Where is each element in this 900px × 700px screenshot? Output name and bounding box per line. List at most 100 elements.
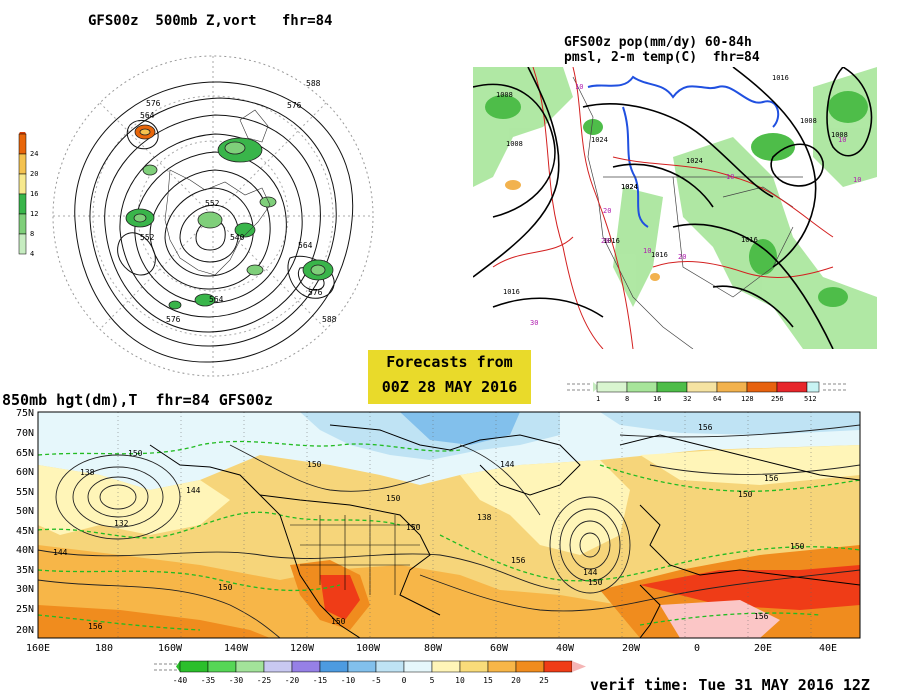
- cbar-swatch: [18, 153, 27, 175]
- cbar-swatch: [18, 233, 27, 255]
- verif-time: verif time: Tue 31 MAY 2016 12Z: [590, 676, 870, 694]
- temp-label: 10: [643, 247, 651, 255]
- height-label: 150: [790, 542, 805, 551]
- isobar-label: 1024: [621, 183, 638, 191]
- tbar-label: 10: [455, 676, 465, 685]
- pbar-label: 512: [804, 395, 817, 403]
- pbar-label: 256: [771, 395, 784, 403]
- lat-label: 70N: [16, 428, 34, 439]
- cbar-label: 4: [30, 250, 34, 258]
- lon-label: 160W: [158, 643, 183, 654]
- precip-map-title-line2: pmsl, 2-m temp(C) fhr=84: [564, 50, 760, 65]
- pbar-label: 32: [683, 395, 691, 403]
- tbar-swatch: [431, 660, 461, 673]
- isobar-label: 1016: [603, 237, 620, 245]
- tbar-swatch: [347, 660, 377, 673]
- tbar-label: 20: [511, 676, 521, 685]
- pbar-label: 128: [741, 395, 754, 403]
- tbar-swatch: [375, 660, 405, 673]
- pbar-swatch: [626, 381, 658, 393]
- cbar-label: 20: [30, 170, 38, 178]
- height-label: 150: [128, 449, 143, 458]
- lat-label: 25N: [16, 604, 34, 615]
- height-label: 144: [186, 486, 201, 495]
- height-label: 150: [588, 578, 603, 587]
- tbar-label: 0: [402, 676, 407, 685]
- cbar-swatch: [18, 173, 27, 195]
- tbar-label: 5: [430, 676, 435, 685]
- isobar-label: 1016: [503, 288, 520, 296]
- isobar-label: 1008: [496, 91, 513, 99]
- height-label: 150: [738, 490, 753, 499]
- lon-label: 160E: [26, 643, 50, 654]
- lon-label: 40W: [556, 643, 575, 654]
- tbar-swatch: [543, 660, 573, 673]
- isobar-label: 1008: [831, 131, 848, 139]
- precip-colorbar: 1 8 16 32 64 128 256 512: [567, 381, 847, 403]
- tbar-swatch: [291, 660, 321, 673]
- temp-label: 10: [838, 136, 846, 144]
- lat-label: 50N: [16, 506, 34, 517]
- isobar-label: 1016: [741, 236, 758, 244]
- temp-label: 10: [853, 176, 861, 184]
- cbar-label: 8: [30, 230, 34, 238]
- tbar-label: 15: [483, 676, 493, 685]
- precip-map-title-line1: GFS00z pop(mm/dy) 60-84h: [564, 35, 752, 50]
- lat-label: 75N: [16, 408, 34, 419]
- tbar-swatch: [235, 660, 265, 673]
- lon-label: 20E: [754, 643, 772, 654]
- tbar-swatch: [179, 660, 209, 673]
- height-label: 144: [583, 568, 598, 577]
- forecast-banner: Forecasts from 00Z 28 MAY 2016: [368, 350, 531, 404]
- tbar-swatch: [403, 660, 433, 673]
- isobar-label: 1016: [651, 251, 668, 259]
- tbar-label: -25: [257, 676, 272, 685]
- tbar-label: -5: [371, 676, 381, 685]
- height-label: 156: [698, 423, 713, 432]
- pbar-swatch: [716, 381, 748, 393]
- temp-label: 30: [530, 319, 538, 327]
- lon-label: 180: [95, 643, 113, 654]
- temp-label: 20: [601, 237, 609, 245]
- tbar-label: 25: [539, 676, 549, 685]
- height-label: 156: [754, 612, 769, 621]
- lon-label: 60W: [490, 643, 509, 654]
- tbar-swatch: [263, 660, 293, 673]
- lat-label: 20N: [16, 625, 34, 636]
- cbar-swatch: [18, 133, 27, 155]
- lon-label: 140W: [224, 643, 249, 654]
- lat-label: 35N: [16, 565, 34, 576]
- pbar-label: 8: [625, 395, 629, 403]
- pbar-swatch: [806, 381, 820, 393]
- height-label: 156: [88, 622, 103, 631]
- tbar-label: -20: [285, 676, 300, 685]
- tbar-swatch: [487, 660, 517, 673]
- cbar-swatch: [18, 213, 27, 235]
- height-label: 150: [406, 523, 421, 532]
- 850mb-map-title: 850mb hgt(dm),T fhr=84 GFS00z: [2, 391, 273, 409]
- tbar-label: -40: [173, 676, 188, 685]
- precip-pressure-map: 1008 1008 1024 1024 1024 1016 1008 1016 …: [473, 67, 877, 349]
- lat-label: 55N: [16, 487, 34, 498]
- isobar-label: 1008: [800, 117, 817, 125]
- tbar-swatch: [319, 660, 349, 673]
- lat-label: 60N: [16, 467, 34, 478]
- tbar-swatch: [515, 660, 545, 673]
- tbar-swatch: [207, 660, 237, 673]
- polar-500mb-map: [52, 55, 374, 377]
- cbar-label: 24: [30, 150, 38, 158]
- lat-label: 30N: [16, 584, 34, 595]
- cbar-swatch: [18, 193, 27, 215]
- banner-line1: Forecasts from: [386, 353, 513, 371]
- temp-label: 20: [678, 253, 686, 261]
- polar-map-title: GFS00z 500mb Z,vort fhr=84: [88, 13, 333, 29]
- height-label: 150: [307, 460, 322, 469]
- lon-label: 0: [694, 643, 700, 654]
- tbar-swatch: [459, 660, 489, 673]
- pbar-swatch: [596, 381, 628, 393]
- pbar-label: 64: [713, 395, 721, 403]
- height-label: 156: [764, 474, 779, 483]
- pbar-swatch: [776, 381, 808, 393]
- pbar-swatch: [656, 381, 688, 393]
- lat-label: 45N: [16, 526, 34, 537]
